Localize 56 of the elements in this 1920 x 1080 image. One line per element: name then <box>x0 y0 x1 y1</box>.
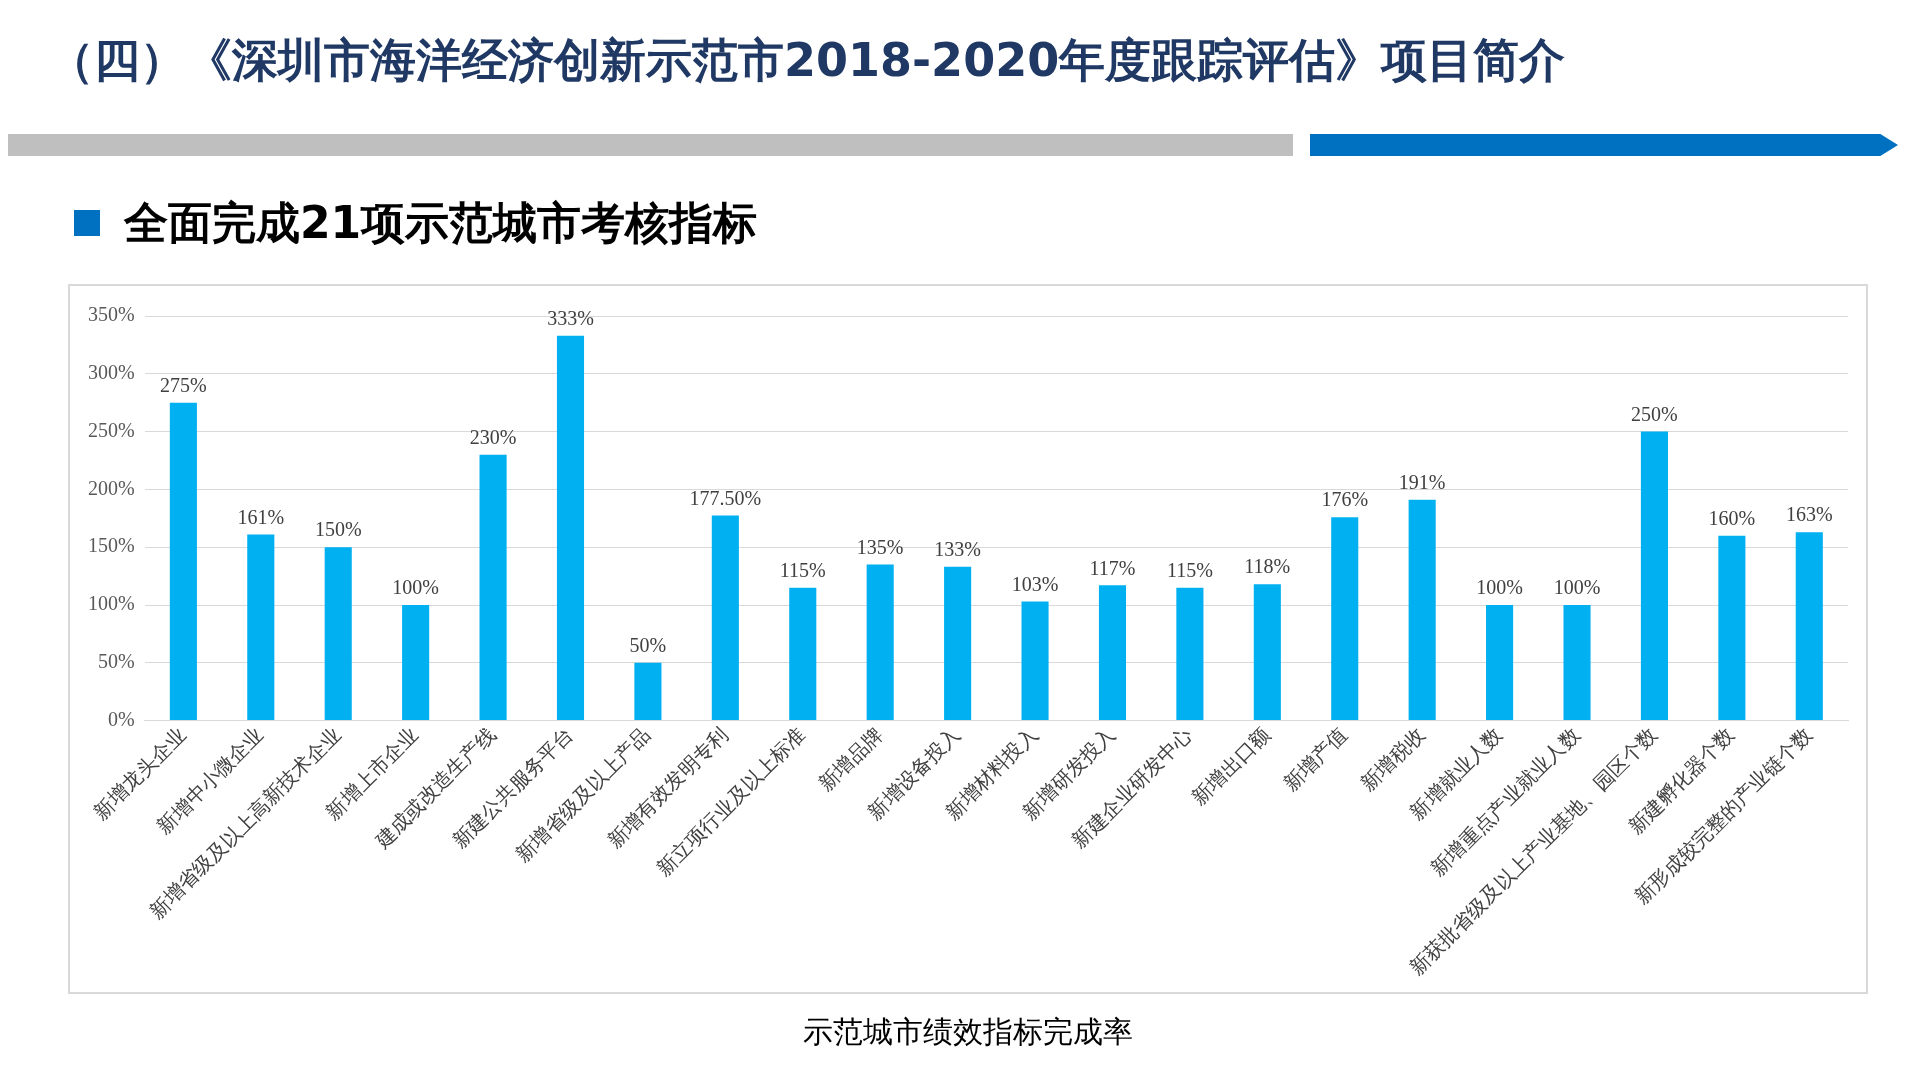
data-label: 117% <box>1089 556 1136 579</box>
bar <box>1021 601 1049 721</box>
data-label: 103% <box>1011 572 1059 595</box>
text: 示范城市绩效指标完成率 <box>802 1013 1134 1051</box>
data-label: 176% <box>1321 488 1369 511</box>
data-label: 135% <box>856 535 904 558</box>
y-tick-label: 200% <box>87 476 135 499</box>
data-label: 333% <box>547 306 594 329</box>
bar <box>1176 587 1204 721</box>
bar <box>1718 535 1746 721</box>
bar <box>402 605 430 721</box>
data-label: 118% <box>1244 555 1291 578</box>
bar <box>789 587 817 721</box>
data-label: 150% <box>314 518 362 541</box>
y-tick-label: 0% <box>107 707 135 730</box>
y-tick-label: 50% <box>97 650 135 673</box>
data-label: 100% <box>392 576 439 599</box>
x-tick-label: 新增产值 <box>1278 722 1352 796</box>
bar <box>711 515 739 721</box>
chart-title: （四）《深圳市海洋经济创新示范市2018-2020年度跟踪评估》项目简介 <box>48 32 1566 89</box>
bar <box>1253 584 1281 721</box>
bar <box>866 564 894 721</box>
data-label: 161% <box>237 505 285 528</box>
data-label: 100% <box>1553 576 1601 599</box>
data-label: 115% <box>1166 558 1213 581</box>
data-label: 177.50% <box>689 486 762 509</box>
data-label: 163% <box>1785 503 1833 526</box>
bar <box>1408 499 1436 721</box>
bar <box>1486 605 1514 721</box>
y-tick-label: 150% <box>87 534 135 557</box>
y-tick-label: 300% <box>87 361 135 384</box>
data-label: 115% <box>779 558 826 581</box>
bar <box>556 335 585 721</box>
bar <box>324 547 352 721</box>
bar <box>169 402 197 721</box>
y-tick-label: 250% <box>87 418 135 441</box>
bar <box>1098 585 1127 721</box>
data-label: 160% <box>1708 506 1756 529</box>
bar <box>1331 517 1359 721</box>
bar <box>247 534 275 721</box>
bar <box>1563 605 1591 721</box>
data-label: 250% <box>1631 402 1678 425</box>
data-label: 230% <box>469 425 517 448</box>
y-tick-label: 100% <box>87 592 135 615</box>
bar <box>479 454 507 721</box>
data-label: 275% <box>160 373 207 396</box>
bar <box>634 662 662 721</box>
bar <box>944 566 972 721</box>
data-label: 191% <box>1398 471 1446 494</box>
data-label: 50% <box>629 634 667 657</box>
data-label: 133% <box>934 538 981 561</box>
data-label: 100% <box>1476 576 1523 599</box>
bar <box>1795 532 1823 721</box>
y-tick-label: 350% <box>87 303 135 326</box>
chart-subtitle: 全面完成21项示范城市考核指标 <box>124 196 758 250</box>
bar <box>1640 431 1668 721</box>
